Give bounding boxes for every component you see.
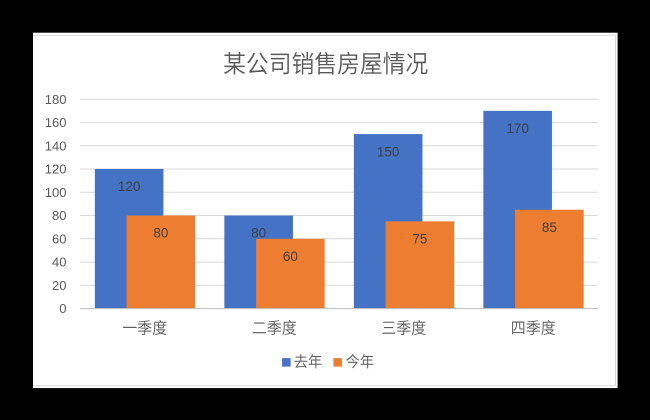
svg-text:60: 60 (283, 249, 298, 264)
svg-text:75: 75 (412, 232, 427, 247)
svg-text:150: 150 (377, 144, 400, 159)
svg-text:100: 100 (45, 185, 67, 200)
svg-text:140: 140 (45, 138, 67, 153)
svg-text:170: 170 (506, 121, 529, 136)
svg-text:20: 20 (52, 278, 66, 293)
svg-text:80: 80 (251, 226, 266, 241)
svg-text:80: 80 (153, 226, 168, 241)
svg-text:180: 180 (45, 92, 67, 107)
svg-text:85: 85 (542, 220, 557, 235)
svg-text:120: 120 (118, 179, 141, 194)
svg-text:160: 160 (45, 115, 67, 130)
svg-text:60: 60 (52, 231, 66, 246)
svg-text:80: 80 (52, 208, 66, 223)
svg-text:40: 40 (52, 255, 66, 270)
svg-text:0: 0 (59, 301, 66, 316)
svg-text:120: 120 (45, 162, 67, 177)
